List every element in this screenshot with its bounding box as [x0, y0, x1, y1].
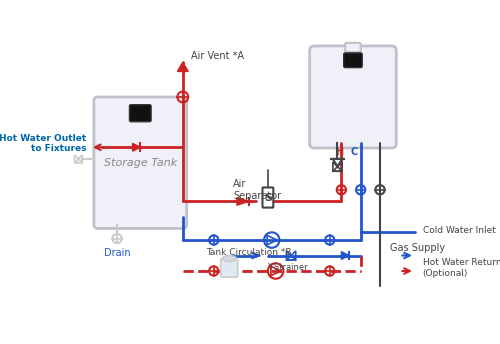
FancyBboxPatch shape	[94, 97, 186, 228]
Text: S: S	[264, 193, 272, 203]
FancyBboxPatch shape	[130, 105, 151, 122]
Text: Air
Separator: Air Separator	[233, 179, 281, 201]
FancyBboxPatch shape	[220, 259, 238, 277]
Text: Tank Circulation *B: Tank Circulation *B	[206, 248, 292, 257]
FancyBboxPatch shape	[262, 187, 274, 207]
Text: Air Vent *A: Air Vent *A	[190, 51, 244, 61]
Polygon shape	[342, 252, 349, 259]
Ellipse shape	[222, 256, 236, 262]
Polygon shape	[132, 143, 140, 151]
FancyBboxPatch shape	[345, 43, 360, 52]
Text: Gas Supply: Gas Supply	[390, 243, 445, 253]
FancyBboxPatch shape	[310, 46, 396, 148]
Text: Storage Tank: Storage Tank	[104, 158, 177, 168]
Text: Y-Strainer: Y-Strainer	[267, 263, 308, 272]
FancyBboxPatch shape	[344, 53, 362, 68]
Text: H: H	[335, 147, 343, 157]
Text: Hot Water Return
(Optional): Hot Water Return (Optional)	[422, 258, 500, 278]
Polygon shape	[178, 62, 188, 72]
Text: Cold Water Inlet: Cold Water Inlet	[422, 226, 496, 235]
Text: Hot Water Outlet
to Fixtures: Hot Water Outlet to Fixtures	[0, 134, 86, 153]
Text: C: C	[351, 147, 358, 157]
Polygon shape	[237, 197, 248, 205]
Text: Drain: Drain	[104, 248, 130, 258]
